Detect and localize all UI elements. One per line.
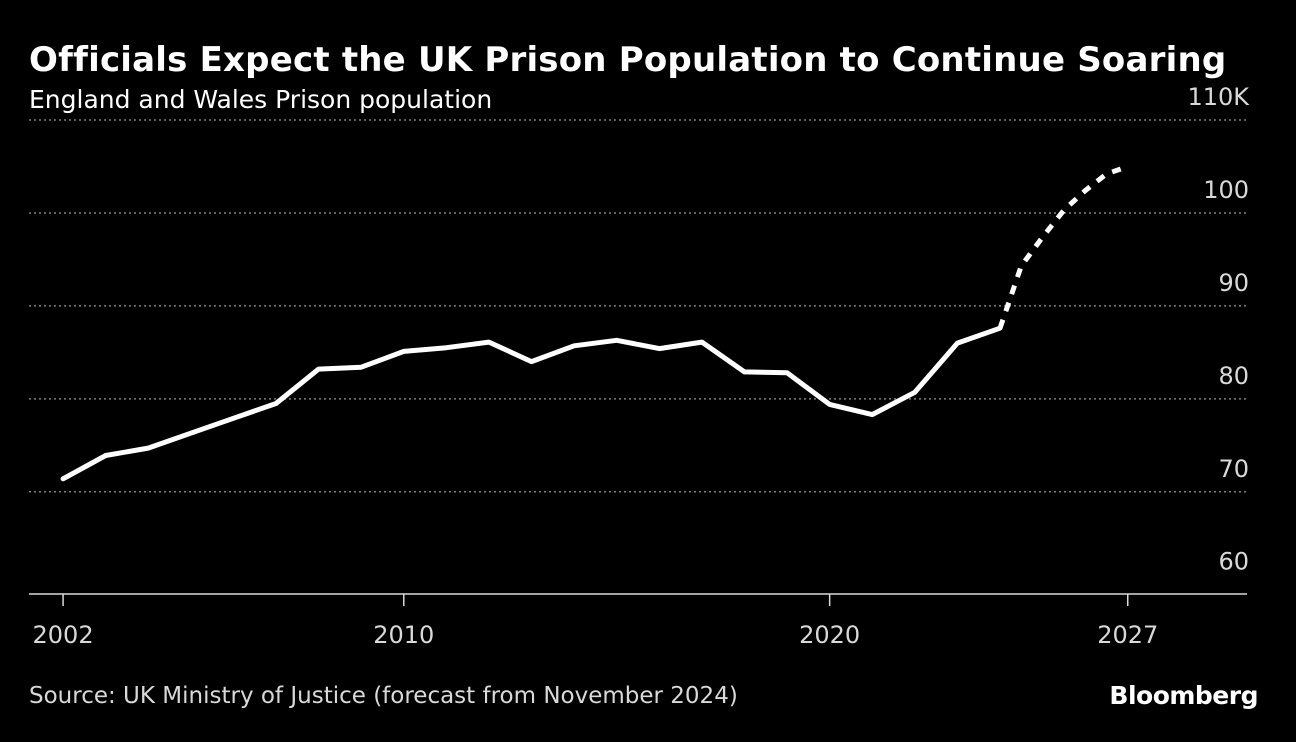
y-axis-ticks: 60 70 80 90 100 110K <box>1187 83 1250 576</box>
y-tick-label-110K: 110K <box>1187 83 1250 111</box>
chart-subtitle: England and Wales Prison population <box>29 85 493 114</box>
x-tick-label-2027: 2027 <box>1097 621 1158 649</box>
y-tick-label-80: 80 <box>1218 362 1249 390</box>
source-note: Source: UK Ministry of Justice (forecast… <box>29 683 738 709</box>
y-tick-label-70: 70 <box>1218 455 1249 483</box>
gridlines <box>29 119 1247 493</box>
chart-title: Officials Expect the UK Prison Populatio… <box>29 40 1227 80</box>
x-tick-label-2020: 2020 <box>799 621 860 649</box>
series-lines <box>60 164 1129 482</box>
bloomberg-logo: Bloomberg <box>1109 681 1258 710</box>
y-tick-label-100: 100 <box>1203 176 1249 204</box>
x-axis: 2002 2010 2020 2027 <box>29 593 1247 649</box>
y-tick-label-90: 90 <box>1218 269 1249 297</box>
actual-line <box>60 325 1003 482</box>
y-tick-label-60: 60 <box>1218 548 1249 576</box>
x-tick-label-2010: 2010 <box>373 621 434 649</box>
x-tick-label-2002: 2002 <box>33 621 94 649</box>
forecast-line <box>997 164 1129 330</box>
